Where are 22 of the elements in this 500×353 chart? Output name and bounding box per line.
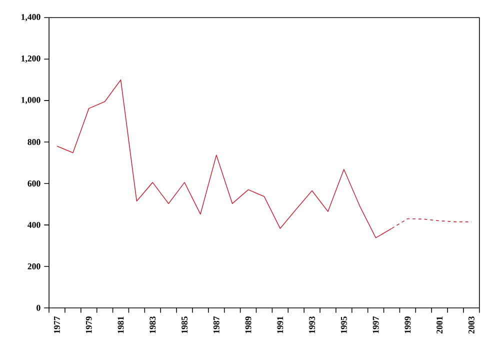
y-tick-label: 1,200: [22, 56, 40, 63]
x-tick-label: 1995: [340, 316, 347, 334]
x-tick-label: 1979: [86, 316, 92, 334]
y-tick-label: 0: [36, 304, 40, 311]
x-tick-label: 2001: [436, 316, 443, 334]
x-tick-label: 1993: [309, 316, 316, 334]
x-tick-label: 1987: [213, 316, 220, 334]
x-tick-label: 2003: [468, 316, 474, 334]
x-tick-label: 1981: [118, 316, 124, 334]
y-tick-label: 400: [28, 222, 40, 228]
y-tick-label: 600: [28, 180, 40, 186]
x-tick-label: 1983: [150, 316, 156, 334]
x-tick-label: 1989: [245, 316, 252, 334]
y-tick-label: 1,000: [22, 96, 40, 104]
x-tick-label: 1977: [54, 316, 60, 334]
x-tick-label: 1985: [182, 316, 188, 334]
y-tick-label: 800: [28, 139, 40, 146]
y-tick-label: 1,400: [22, 14, 40, 22]
x-tick-label: 1997: [372, 316, 379, 334]
x-tick-label: 1999: [404, 316, 411, 334]
x-tick-label: 1991: [277, 316, 284, 334]
y-tick-label: 200: [28, 263, 40, 270]
